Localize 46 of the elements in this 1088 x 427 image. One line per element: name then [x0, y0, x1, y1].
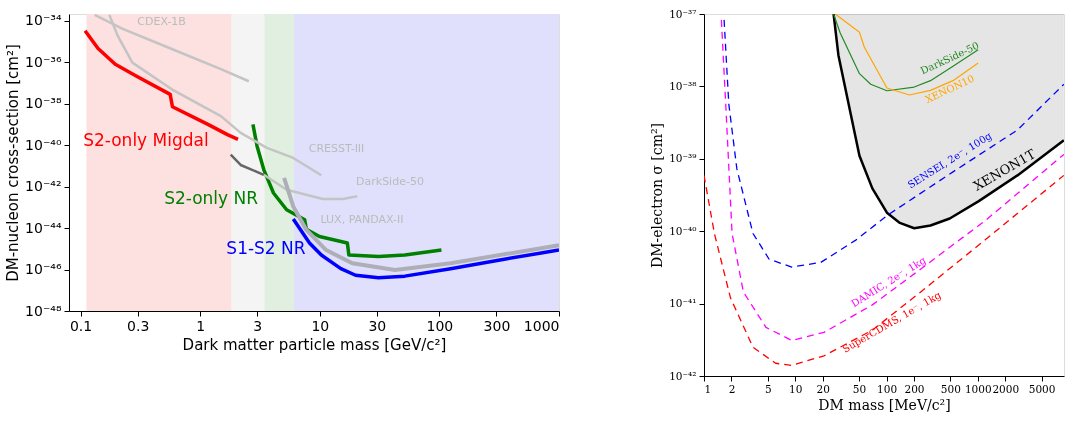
y-axis-title: DM-nucleon cross-section [cm²]: [4, 44, 23, 282]
annotation: CDEX-1B: [137, 15, 186, 29]
annotation: DarkSide-50: [356, 174, 424, 188]
x-tick-label: 100: [426, 317, 454, 334]
x-tick-label: 1: [196, 317, 206, 334]
y-tick-label: 10⁻⁴²: [669, 369, 697, 382]
x-tick-label: 500: [940, 382, 961, 395]
x-tick-label: 30: [368, 317, 387, 334]
x-axis-title: DM mass [MeV/c²]: [818, 397, 951, 413]
y-tick-label: 10⁻⁴⁸: [25, 302, 62, 319]
x-tick-label: 50: [852, 382, 867, 395]
y-tick-label: 10⁻³⁹: [669, 152, 697, 165]
y-tick-label: 10⁻³⁷: [669, 7, 697, 20]
x-tick-label: 5: [764, 382, 772, 395]
x-tick-label: 100: [877, 382, 898, 395]
x-tick-label: 3: [253, 317, 263, 334]
y-tick-label: 10⁻⁴²: [25, 178, 62, 195]
x-tick-label: 1000: [523, 317, 560, 334]
y-axis-title: DM-electron σ [cm²]: [649, 122, 666, 269]
x-tick-label: 2: [728, 382, 736, 395]
annotation: S2-only Migdal: [83, 129, 209, 150]
x-tick-label: 2000: [992, 382, 1020, 395]
y-tick-label: 10⁻⁴¹: [669, 297, 697, 310]
y-tick-label: 10⁻⁴⁴: [25, 219, 62, 236]
y-tick-label: 10⁻³⁶: [25, 53, 62, 70]
y-tick-label: 10⁻⁴⁰: [25, 136, 62, 153]
x-tick-label: 0.1: [69, 317, 93, 334]
annotation: LUX, PANDAX-II: [320, 212, 404, 226]
x-tick-label: 300: [483, 317, 511, 334]
x-tick-label: 5000: [1028, 382, 1056, 395]
annotation: S1-S2 NR: [226, 238, 306, 259]
y-tick-label: 10⁻³⁸: [25, 95, 62, 112]
x-tick-label: 0.3: [127, 317, 150, 334]
y-tick-label: 10⁻⁴⁶: [25, 261, 62, 278]
x-tick-label: 200: [904, 382, 925, 395]
x-axis-title: Dark matter particle mass [GeV/c²]: [182, 335, 447, 354]
y-tick-label: 10⁻³⁸: [669, 79, 697, 92]
annotation: S2-only NR: [164, 188, 259, 209]
x-tick-label: 10: [311, 317, 330, 334]
x-tick-label: 20: [816, 382, 830, 395]
y-tick-label: 10⁻³⁴: [25, 12, 62, 29]
x-tick-label: 1: [704, 382, 712, 395]
y-tick-label: 10⁻⁴⁰: [669, 224, 697, 237]
x-tick-label: 1000: [964, 382, 992, 395]
x-tick-label: 10: [789, 382, 803, 395]
annotation: CRESST-III: [308, 142, 365, 156]
